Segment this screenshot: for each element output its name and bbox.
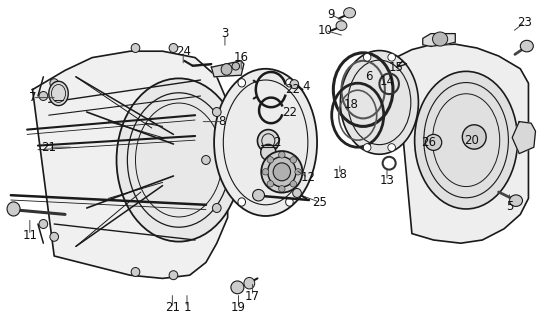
Ellipse shape: [232, 62, 240, 70]
Ellipse shape: [267, 157, 274, 163]
Ellipse shape: [49, 81, 68, 106]
Text: 11: 11: [22, 229, 37, 242]
Ellipse shape: [388, 144, 396, 151]
Ellipse shape: [520, 40, 533, 52]
Ellipse shape: [363, 144, 371, 151]
Text: 12: 12: [300, 171, 315, 184]
Text: 22: 22: [285, 83, 300, 96]
Text: 18: 18: [332, 168, 347, 181]
Text: 23: 23: [517, 16, 532, 29]
Text: 21: 21: [41, 141, 56, 154]
Text: 16: 16: [234, 51, 249, 64]
Ellipse shape: [212, 108, 221, 116]
Ellipse shape: [238, 79, 246, 87]
Text: 10: 10: [318, 24, 333, 37]
Ellipse shape: [295, 169, 301, 175]
Text: 7: 7: [29, 91, 36, 104]
Text: 17: 17: [245, 290, 260, 302]
Text: 14: 14: [380, 75, 395, 88]
Ellipse shape: [231, 281, 244, 294]
Ellipse shape: [169, 44, 178, 52]
Text: 22: 22: [282, 106, 298, 118]
Ellipse shape: [268, 157, 296, 187]
Text: 25: 25: [312, 196, 327, 209]
Ellipse shape: [340, 51, 418, 154]
Ellipse shape: [39, 92, 48, 100]
Ellipse shape: [433, 32, 448, 46]
Ellipse shape: [290, 80, 299, 89]
Ellipse shape: [509, 195, 522, 206]
Ellipse shape: [131, 44, 140, 52]
Ellipse shape: [286, 79, 293, 87]
Polygon shape: [512, 122, 535, 154]
Ellipse shape: [336, 21, 347, 30]
Ellipse shape: [344, 8, 356, 18]
Ellipse shape: [50, 232, 59, 241]
Ellipse shape: [214, 69, 317, 216]
Ellipse shape: [244, 277, 255, 289]
Ellipse shape: [262, 169, 269, 175]
Text: 15: 15: [388, 61, 403, 74]
Text: 2: 2: [273, 136, 280, 149]
Ellipse shape: [286, 198, 293, 206]
Text: 24: 24: [176, 45, 191, 58]
Ellipse shape: [7, 202, 20, 216]
Text: 13: 13: [379, 174, 395, 187]
Ellipse shape: [279, 186, 285, 192]
Text: 20: 20: [464, 134, 479, 147]
Text: 26: 26: [421, 136, 436, 149]
Ellipse shape: [50, 79, 59, 88]
Ellipse shape: [253, 189, 264, 201]
Text: 1: 1: [183, 301, 191, 314]
Text: 5: 5: [506, 200, 513, 213]
Polygon shape: [211, 61, 244, 77]
Text: 21: 21: [165, 301, 180, 314]
Ellipse shape: [425, 134, 442, 150]
Polygon shape: [33, 51, 228, 278]
Ellipse shape: [290, 180, 296, 187]
Polygon shape: [423, 34, 455, 46]
Ellipse shape: [267, 180, 274, 187]
Ellipse shape: [261, 144, 276, 160]
Ellipse shape: [202, 156, 210, 164]
Ellipse shape: [290, 157, 296, 163]
Ellipse shape: [212, 204, 221, 212]
Ellipse shape: [279, 152, 285, 158]
Ellipse shape: [462, 125, 486, 149]
Ellipse shape: [221, 64, 232, 75]
Ellipse shape: [131, 268, 140, 276]
Text: 9: 9: [327, 8, 334, 21]
Ellipse shape: [415, 71, 518, 209]
Ellipse shape: [261, 151, 302, 193]
Text: 4: 4: [302, 80, 310, 93]
Text: 19: 19: [231, 301, 246, 314]
Ellipse shape: [238, 198, 246, 206]
Ellipse shape: [117, 78, 241, 242]
Text: 3: 3: [221, 27, 229, 40]
Text: 18: 18: [344, 98, 359, 110]
Text: 8: 8: [218, 115, 226, 128]
Ellipse shape: [293, 188, 301, 197]
Ellipse shape: [39, 220, 48, 228]
Ellipse shape: [257, 130, 279, 152]
Ellipse shape: [388, 53, 396, 61]
Ellipse shape: [273, 163, 291, 181]
Polygon shape: [396, 44, 528, 243]
Ellipse shape: [363, 53, 371, 61]
Ellipse shape: [169, 271, 178, 280]
Text: 6: 6: [365, 70, 372, 83]
